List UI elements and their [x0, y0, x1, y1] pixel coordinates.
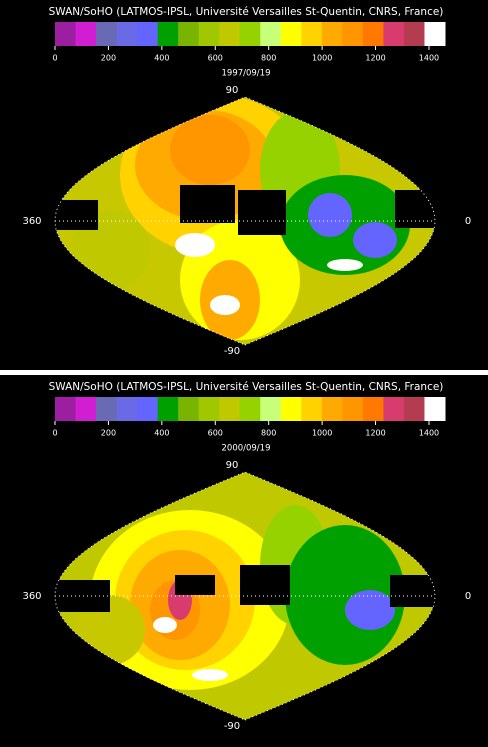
map-region: [175, 575, 215, 595]
colorbar-segment: [178, 22, 200, 46]
colorbar-segment: [280, 22, 302, 46]
colorbar-tick-label: 1200: [365, 429, 385, 438]
map-region: [55, 580, 110, 612]
credit: SWAN/SoHO (LATMOS-IPSL, Université Versa…: [49, 6, 444, 18]
colorbar-segment: [198, 397, 220, 421]
map-region: [285, 525, 405, 665]
colorbar-tick-label: 200: [101, 54, 116, 63]
colorbar-segment: [178, 397, 200, 421]
lat-bottom-label: -90: [224, 721, 240, 732]
colorbar-segment: [75, 397, 97, 421]
colorbar-segment: [260, 397, 282, 421]
colorbar-segment: [260, 22, 282, 46]
colorbar-tick-label: 200: [101, 429, 116, 438]
colorbar-segment: [362, 22, 384, 46]
colorbar-segment: [239, 22, 261, 46]
map-outline: [54, 96, 436, 346]
colorbar-segment: [137, 397, 159, 421]
colorbar-tick-label: 800: [261, 54, 276, 63]
colorbar-tick-label: 1400: [419, 429, 439, 438]
colorbar-tick-label: 400: [154, 429, 169, 438]
map-region: [170, 115, 250, 185]
date: 1997/09/19: [222, 69, 271, 79]
map-region: [353, 222, 397, 258]
lon-left-label: 360: [22, 591, 41, 602]
colorbar-segment: [362, 397, 384, 421]
colorbar-segment: [342, 22, 364, 46]
colorbar-segment: [403, 397, 425, 421]
sky-map: [55, 472, 435, 720]
colorbar-segment: [157, 397, 179, 421]
colorbar-segment: [198, 22, 220, 46]
colorbar-segment: [116, 397, 138, 421]
colorbar-segment: [239, 397, 261, 421]
colorbar-segment: [137, 22, 159, 46]
colorbar-tick-label: 600: [208, 429, 223, 438]
colorbar-tick-label: 0: [52, 54, 57, 63]
colorbar-tick-label: 600: [208, 54, 223, 63]
map-outline: [54, 471, 436, 721]
colorbar-segment: [157, 22, 179, 46]
colorbar-tick-label: 400: [154, 54, 169, 63]
colorbar-segment: [55, 22, 77, 46]
colorbar-tick-label: 1000: [312, 429, 332, 438]
colorbar-segment: [424, 22, 446, 46]
colorbar-segment: [403, 22, 425, 46]
date: 2000/09/19: [222, 444, 271, 454]
colorbar-segment: [383, 22, 405, 46]
lat-top-label: 90: [226, 85, 239, 96]
map-region: [238, 190, 286, 235]
colorbar-segment: [321, 397, 343, 421]
map-region: [175, 233, 215, 257]
colorbar-segment: [280, 397, 302, 421]
colorbar-tick-label: 800: [261, 429, 276, 438]
map-region: [210, 295, 240, 315]
map-region: [153, 617, 177, 633]
map-region: [327, 259, 363, 271]
colorbar-segment: [342, 397, 364, 421]
map-region: [390, 575, 435, 607]
colorbar-segment: [75, 22, 97, 46]
colorbar-tick-label: 1200: [365, 54, 385, 63]
colorbar-segment: [96, 397, 118, 421]
map-region: [55, 200, 98, 230]
map-region: [240, 565, 290, 605]
colorbar-segment: [219, 397, 241, 421]
lat-bottom-label: -90: [224, 346, 240, 357]
colorbar-tick-label: 1000: [312, 54, 332, 63]
colorbar-segment: [383, 397, 405, 421]
colorbar-segment: [219, 22, 241, 46]
colorbar-segment: [301, 397, 323, 421]
map-region: [345, 590, 395, 630]
lon-right-label: 0: [465, 591, 471, 602]
colorbar-segment: [96, 22, 118, 46]
map-region: [308, 193, 352, 237]
colorbar-tick-label: 0: [52, 429, 57, 438]
panel: SWAN/SoHO (LATMOS-IPSL, Université Versa…: [0, 0, 488, 370]
colorbar-segment: [116, 22, 138, 46]
colorbar-segment: [321, 22, 343, 46]
colorbar-segment: [424, 397, 446, 421]
map-region: [180, 185, 235, 223]
credit: SWAN/SoHO (LATMOS-IPSL, Université Versa…: [49, 381, 444, 393]
colorbar-tick-label: 1400: [419, 54, 439, 63]
lon-left-label: 360: [22, 216, 41, 227]
lat-top-label: 90: [226, 460, 239, 471]
colorbar-segment: [301, 22, 323, 46]
panel: SWAN/SoHO (LATMOS-IPSL, Université Versa…: [0, 375, 488, 747]
lon-right-label: 0: [465, 216, 471, 227]
colorbar-segment: [55, 397, 77, 421]
sky-map: [55, 97, 435, 345]
map-region: [192, 669, 228, 681]
